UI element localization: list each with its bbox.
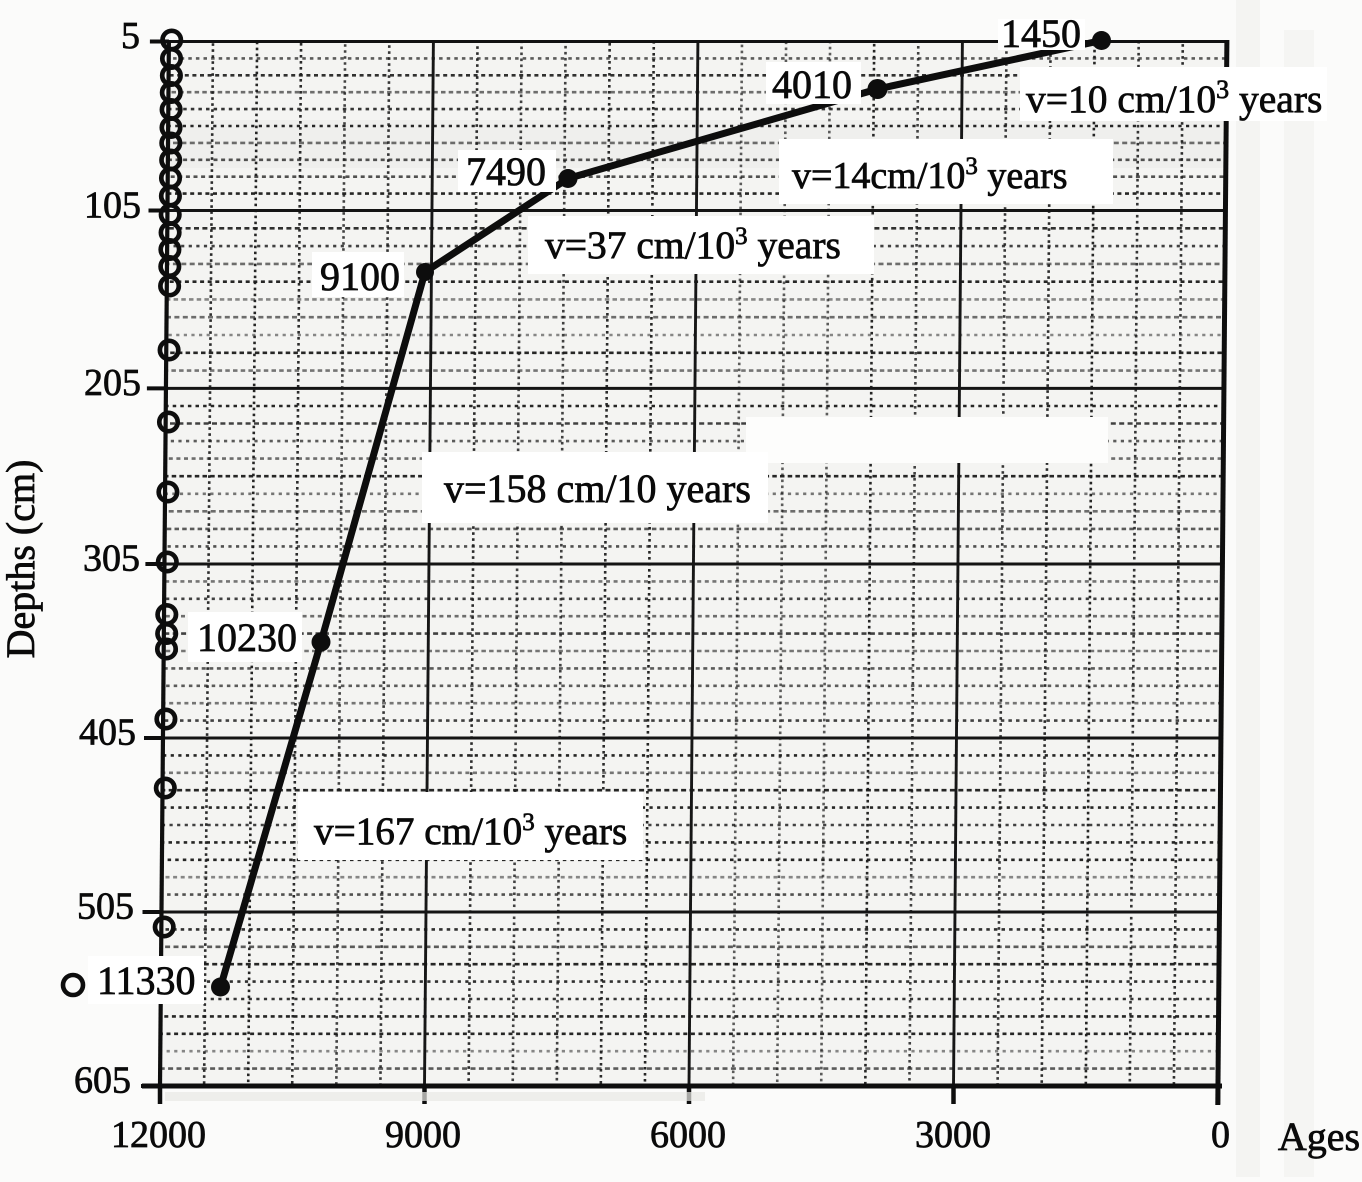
svg-text:505: 505 bbox=[77, 886, 134, 928]
svg-text:305: 305 bbox=[83, 538, 140, 580]
svg-text:1450: 1450 bbox=[1001, 11, 1081, 56]
svg-text:3000: 3000 bbox=[915, 1114, 991, 1156]
svg-text:605: 605 bbox=[74, 1060, 131, 1102]
svg-text:405: 405 bbox=[79, 712, 136, 754]
svg-text:v=158 cm/10 years: v=158 cm/10 years bbox=[444, 466, 751, 511]
svg-text:v=14cm/103 years: v=14cm/103 years bbox=[792, 153, 1068, 197]
svg-text:5: 5 bbox=[121, 15, 140, 57]
svg-text:0: 0 bbox=[1211, 1114, 1230, 1156]
svg-text:9000: 9000 bbox=[385, 1114, 461, 1156]
svg-text:v=167 cm/103 years: v=167 cm/103 years bbox=[314, 809, 627, 853]
svg-text:11330: 11330 bbox=[97, 958, 196, 1003]
svg-text:Ages: Ages bbox=[1278, 1114, 1360, 1159]
svg-text:v=37 cm/103 years: v=37 cm/103 years bbox=[545, 223, 841, 267]
svg-text:4010: 4010 bbox=[772, 62, 852, 107]
svg-text:9100: 9100 bbox=[320, 254, 400, 299]
svg-text:205: 205 bbox=[84, 362, 141, 404]
svg-text:10230: 10230 bbox=[197, 615, 297, 660]
svg-text:v=10 cm/103 years: v=10 cm/103 years bbox=[1026, 75, 1322, 121]
svg-text:7490: 7490 bbox=[466, 149, 546, 194]
svg-text:6000: 6000 bbox=[650, 1114, 726, 1156]
svg-text:Depths (cm): Depths (cm) bbox=[0, 460, 43, 659]
svg-text:12000: 12000 bbox=[111, 1114, 206, 1156]
svg-text:105: 105 bbox=[84, 185, 141, 227]
